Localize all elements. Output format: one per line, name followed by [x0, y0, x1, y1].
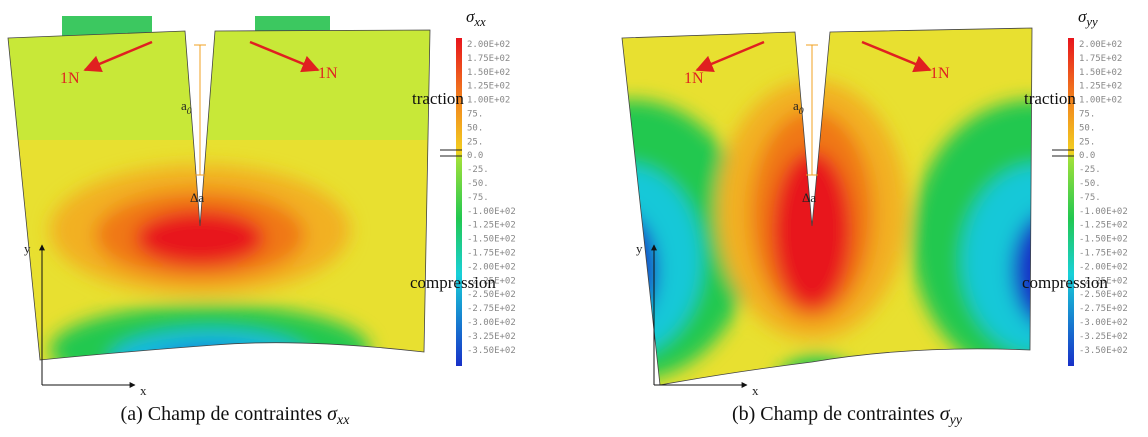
caption-subscript: yy	[948, 413, 963, 428]
subscript: 0	[799, 106, 804, 117]
colorbar-tick-label: 50.	[467, 123, 483, 133]
crack-length-label: a0	[181, 98, 192, 117]
load-label: 1N	[318, 65, 338, 82]
caption: (a) Champ de contraintes σxx	[121, 403, 351, 428]
compression-label: compression	[410, 273, 496, 292]
colorbar-tick-label: -2.25E+02	[467, 276, 516, 286]
colorbar-tick-label: -1.25E+02	[467, 221, 516, 231]
axis-label: y	[636, 241, 643, 256]
colorbar-tick-label: -1.50E+02	[1079, 235, 1128, 245]
axis-label: y	[24, 241, 31, 256]
compression-label: compression	[1022, 273, 1108, 292]
colorbar-title: σxx	[466, 7, 486, 29]
caption-text: Champ de contraintes	[760, 403, 935, 425]
colorbar-tick-label: 75.	[467, 110, 483, 120]
colorbar-tick-label: -1.25E+02	[1079, 221, 1128, 231]
caption-label: (b)	[732, 403, 755, 425]
colorbar-tick-label: 1.75E+02	[1079, 54, 1122, 64]
symbol: a	[181, 98, 187, 113]
subscript: yy	[1084, 15, 1098, 29]
colorbar-tick-label: -1.75E+02	[467, 249, 516, 259]
colorbar-tick-label: -3.25E+02	[467, 332, 516, 342]
load-arrow	[249, 40, 320, 73]
colorbar-tick-label: -75.	[1079, 193, 1101, 203]
colorbar-tick-label: 1.50E+02	[467, 68, 510, 78]
colorbar-tick-label: -2.75E+02	[467, 304, 516, 314]
colorbar-tick-label: -2.50E+02	[1079, 290, 1128, 300]
colorbar-tick-label: 1.00E+02	[467, 96, 510, 106]
colorbar-tick-label: -3.50E+02	[467, 346, 516, 356]
colorbar-tick-label: 1.00E+02	[1079, 96, 1122, 106]
colorbar-tick-label: -3.25E+02	[1079, 332, 1128, 342]
traction-label: traction	[1024, 89, 1076, 108]
caption-text: Champ de contraintes	[148, 403, 323, 425]
colorbar-tick-label: 1.50E+02	[1079, 68, 1122, 78]
crack-increment-label: Δa	[190, 190, 204, 205]
colorbar-title: σyy	[1078, 7, 1098, 29]
load-label: 1N	[60, 70, 80, 87]
colorbar-tick-label: -25.	[467, 165, 489, 175]
load-label: 1N	[930, 65, 950, 82]
colorbar-tick-label: 25.	[467, 137, 483, 147]
load-label: 1N	[684, 70, 704, 87]
colorbar	[456, 38, 462, 366]
colorbar-tick-label: -2.00E+02	[1079, 262, 1128, 272]
caption-label: (a)	[121, 403, 143, 425]
colorbar-tick-label: 2.00E+02	[467, 40, 510, 50]
axis-label: x	[140, 383, 147, 398]
load-arrow	[83, 40, 153, 73]
stress-field	[8, 30, 430, 360]
caption-symbol: σ	[327, 403, 338, 425]
caption-subscript: xx	[336, 413, 350, 428]
caption: (b) Champ de contraintes σyy	[732, 403, 963, 428]
stress-field	[622, 28, 1032, 385]
load-arrow	[861, 40, 932, 73]
colorbar-tick-label: -3.00E+02	[1079, 318, 1128, 328]
symbol: σ	[466, 7, 475, 26]
colorbar-tick-label: -2.00E+02	[467, 262, 516, 272]
load-arrow	[695, 40, 765, 73]
crack-length-label: a0	[793, 98, 804, 117]
colorbar-tick-label: 50.	[1079, 123, 1095, 133]
colorbar-tick-label: 0.0	[1079, 151, 1095, 161]
subscript: xx	[473, 15, 486, 29]
colorbar-tick-label: 75.	[1079, 110, 1095, 120]
colorbar-tick-label: 1.25E+02	[467, 82, 510, 92]
subscript: 0	[187, 106, 192, 117]
colorbar-tick-label: 25.	[1079, 137, 1095, 147]
colorbar-tick-label: -25.	[1079, 165, 1101, 175]
colorbar-tick-label: -1.00E+02	[467, 207, 516, 217]
axis-label: x	[752, 383, 759, 398]
panel-a	[7, 16, 431, 361]
colorbar-tick-label: -1.00E+02	[1079, 207, 1128, 217]
traction-label: traction	[412, 89, 464, 108]
colorbar-tick-label: -2.75E+02	[1079, 304, 1128, 314]
colorbar-tick-label: -3.50E+02	[1079, 346, 1128, 356]
colorbar-tick-label: 0.0	[467, 151, 483, 161]
colorbar-tick-label: -2.25E+02	[1079, 276, 1128, 286]
symbol: σ	[1078, 7, 1087, 26]
colorbar-tick-label: -2.50E+02	[467, 290, 516, 300]
symbol: a	[793, 98, 799, 113]
colorbar-tick-label: -50.	[1079, 179, 1101, 189]
panel-b	[621, 27, 1033, 386]
colorbar-tick-label: 1.25E+02	[1079, 82, 1122, 92]
colorbar-tick-label: -3.00E+02	[467, 318, 516, 328]
caption-symbol: σ	[940, 403, 951, 425]
panel-overlay: σyy2.00E+021.75E+021.50E+021.25E+021.00E…	[636, 7, 1128, 428]
colorbar-tick-label: -75.	[467, 193, 489, 203]
colorbar-tick-label: -1.75E+02	[1079, 249, 1128, 259]
colorbar	[1068, 38, 1074, 366]
colorbar-tick-label: -50.	[467, 179, 489, 189]
colorbar-tick-label: -1.50E+02	[467, 235, 516, 245]
crack-increment-label: Δa	[802, 190, 816, 205]
panel-overlay: σxx2.00E+021.75E+021.50E+021.25E+021.00E…	[24, 7, 516, 428]
colorbar-tick-label: 2.00E+02	[1079, 40, 1122, 50]
colorbar-tick-label: 1.75E+02	[467, 54, 510, 64]
